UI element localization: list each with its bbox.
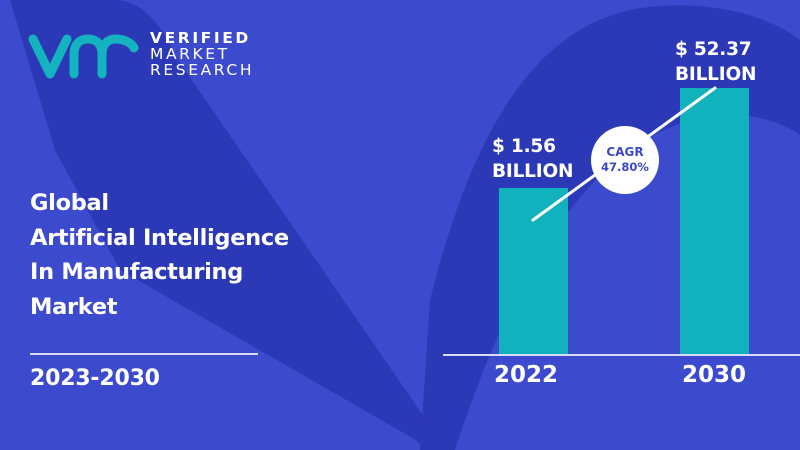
title-line-4: Market [30,293,118,320]
value-2030-unit: BILLION [675,64,757,85]
bar-2022 [499,188,568,354]
brand-line-2: MARKET [150,45,230,63]
value-2022-amount: $ 1.56 [492,136,556,157]
bar-2030 [680,88,749,354]
x-label-2030: 2030 [681,362,746,388]
forecast-period: 2023-2030 [30,366,160,391]
value-2030-amount: $ 52.37 [675,39,752,60]
title-line-1: Global [30,190,109,216]
brand-line-1: VERIFIED [150,29,251,47]
cagr-label: CAGR [606,145,644,159]
vmr-logo-icon [28,34,139,79]
title-divider [30,353,258,355]
brand-line-3: RESEARCH [150,61,255,79]
cagr-badge: CAGR 47.80% [591,126,659,194]
x-label-2022: 2022 [493,362,558,388]
title-line-3: In Manufacturing [30,259,244,285]
value-label-2022: $ 1.56 BILLION [492,134,573,184]
report-title: Global Artificial Intelligence In Manufa… [30,186,289,324]
brand-logo: VERIFIED MARKET RESEARCH [28,26,268,86]
cagr-value: 47.80% [601,160,649,174]
title-line-2: Artificial Intelligence [30,224,289,251]
value-2022-unit: BILLION [492,161,574,182]
brand-wordmark: VERIFIED MARKET RESEARCH [150,30,254,78]
value-label-2030: $ 52.37 BILLION [675,37,756,87]
